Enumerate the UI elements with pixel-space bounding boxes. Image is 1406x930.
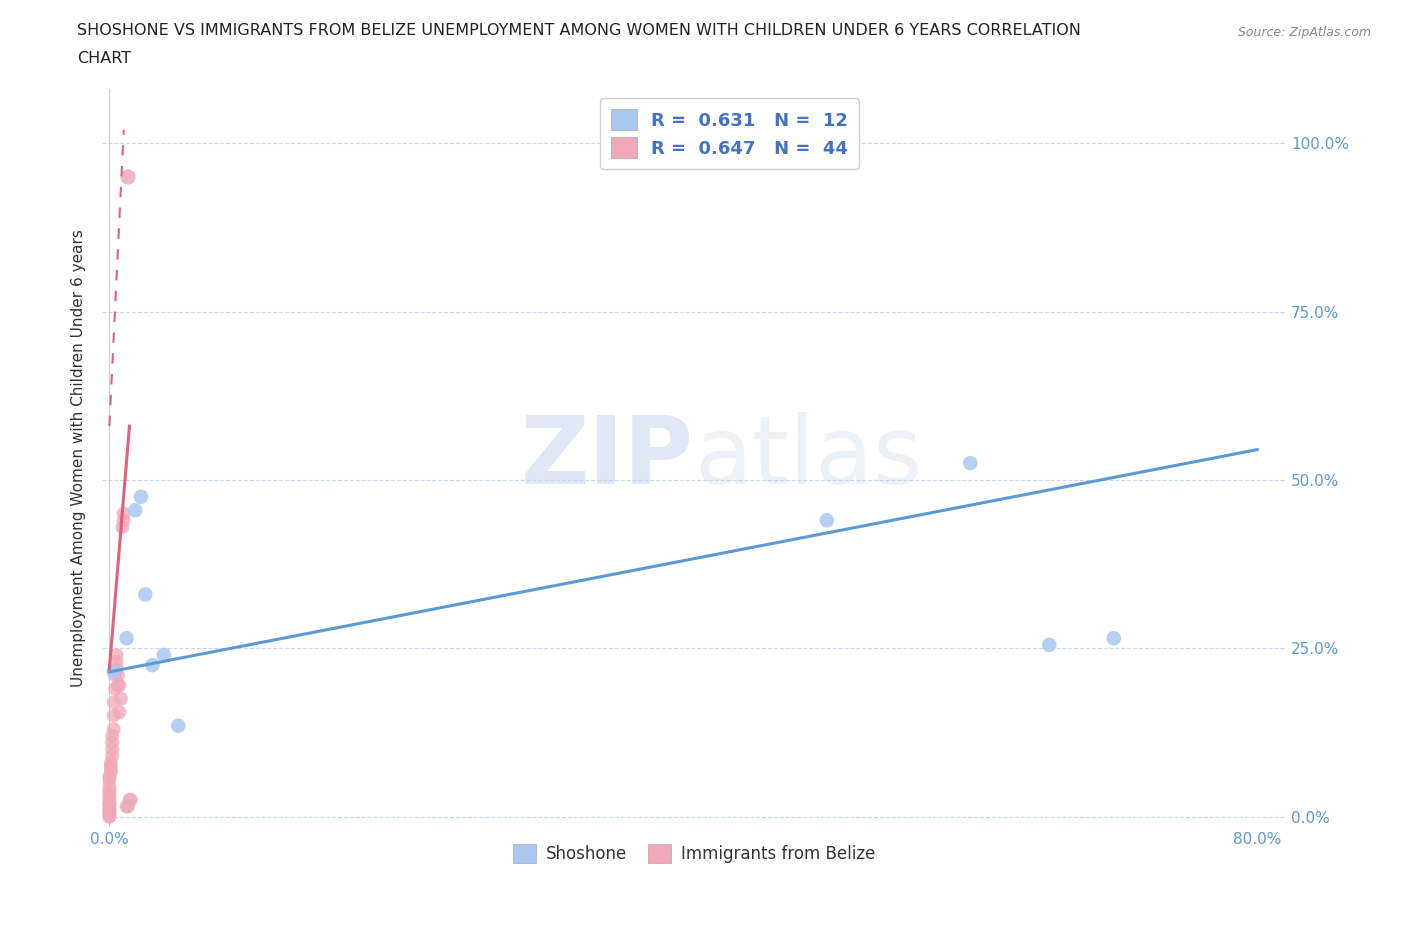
Legend: Shoshone, Immigrants from Belize: Shoshone, Immigrants from Belize bbox=[506, 837, 882, 870]
Point bbox=[98, 803, 121, 817]
Point bbox=[107, 668, 129, 683]
Point bbox=[103, 722, 125, 737]
Point bbox=[118, 792, 141, 807]
Point bbox=[103, 708, 125, 723]
Text: CHART: CHART bbox=[77, 51, 131, 66]
Point bbox=[105, 647, 128, 662]
Point bbox=[98, 809, 121, 824]
Point bbox=[112, 506, 135, 521]
Point bbox=[120, 792, 142, 807]
Point bbox=[100, 755, 122, 770]
Point bbox=[98, 805, 121, 820]
Point bbox=[134, 587, 156, 602]
Point bbox=[115, 799, 138, 814]
Point bbox=[167, 718, 190, 733]
Point bbox=[98, 778, 121, 793]
Point bbox=[98, 769, 121, 784]
Point bbox=[117, 169, 139, 184]
Text: SHOSHONE VS IMMIGRANTS FROM BELIZE UNEMPLOYMENT AMONG WOMEN WITH CHILDREN UNDER : SHOSHONE VS IMMIGRANTS FROM BELIZE UNEMP… bbox=[77, 23, 1081, 38]
Point bbox=[100, 765, 122, 780]
Point bbox=[111, 520, 134, 535]
Point bbox=[100, 759, 122, 774]
Point bbox=[103, 664, 125, 679]
Point bbox=[100, 762, 122, 777]
Point bbox=[98, 799, 121, 814]
Text: ZIP: ZIP bbox=[522, 412, 695, 504]
Point bbox=[98, 772, 121, 787]
Point bbox=[98, 805, 121, 820]
Point bbox=[108, 678, 131, 693]
Point bbox=[98, 796, 121, 811]
Point bbox=[104, 682, 127, 697]
Point bbox=[104, 668, 127, 683]
Point bbox=[107, 678, 129, 693]
Point bbox=[101, 749, 124, 764]
Point bbox=[103, 695, 125, 710]
Point bbox=[153, 647, 176, 662]
Point bbox=[98, 803, 121, 817]
Point bbox=[101, 728, 124, 743]
Point bbox=[108, 705, 131, 720]
Point bbox=[101, 742, 124, 757]
Point bbox=[959, 456, 981, 471]
Point bbox=[98, 786, 121, 801]
Point bbox=[98, 789, 121, 804]
Point bbox=[112, 513, 135, 528]
Text: Source: ZipAtlas.com: Source: ZipAtlas.com bbox=[1237, 26, 1371, 39]
Point bbox=[110, 691, 132, 706]
Point bbox=[815, 513, 838, 528]
Point bbox=[115, 631, 138, 645]
Point bbox=[101, 735, 124, 750]
Text: atlas: atlas bbox=[695, 412, 922, 504]
Point bbox=[124, 503, 146, 518]
Point bbox=[105, 661, 128, 676]
Point bbox=[98, 782, 121, 797]
Point bbox=[1038, 637, 1060, 652]
Point bbox=[141, 658, 163, 672]
Point bbox=[129, 489, 152, 504]
Point bbox=[98, 796, 121, 811]
Point bbox=[98, 792, 121, 807]
Point bbox=[1102, 631, 1125, 645]
Point bbox=[105, 655, 128, 670]
Point bbox=[117, 799, 139, 814]
Y-axis label: Unemployment Among Women with Children Under 6 years: Unemployment Among Women with Children U… bbox=[72, 229, 86, 687]
Point bbox=[98, 809, 121, 824]
